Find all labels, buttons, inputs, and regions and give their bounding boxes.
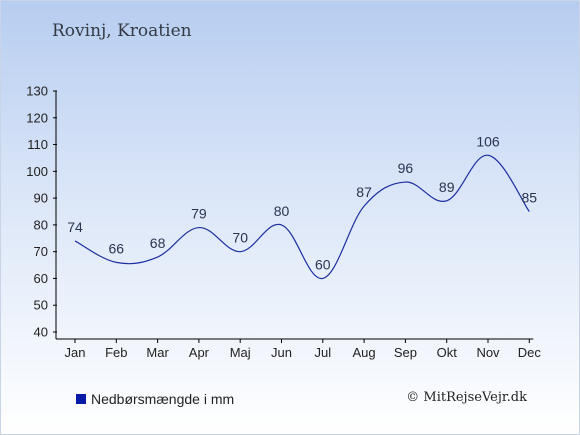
x-tick-label: Okt [437,345,458,360]
y-tick-label: 100 [26,164,48,179]
y-tick-label: 40 [34,325,48,340]
x-tick-label: Apr [189,345,210,360]
x-tick-label: Sep [394,345,417,360]
y-tick-label: 50 [34,298,48,313]
data-label: 74 [67,219,83,235]
x-tick-label: Feb [105,345,127,360]
data-label: 87 [356,184,372,200]
x-tick-label: Jun [271,345,292,360]
data-label: 60 [315,256,331,272]
x-tick-label: Nov [476,345,500,360]
copyright-text: © MitRejseVejr.dk [406,390,527,405]
data-label: 89 [439,179,455,195]
x-tick-label: Jan [65,345,86,360]
x-tick-label: Jul [314,345,331,360]
x-tick-label: Mar [146,345,169,360]
y-tick-label: 110 [27,137,48,152]
data-label: 96 [398,160,414,176]
x-tick-label: Dec [518,345,542,360]
y-tick-label: 80 [34,217,48,232]
data-label: 70 [232,230,248,246]
data-label: 79 [191,206,207,222]
y-tick-label: 70 [34,244,48,259]
data-label: 68 [150,235,166,251]
data-label: 66 [109,240,125,256]
y-tick-label: 120 [26,110,48,125]
y-tick-label: 130 [26,84,48,99]
y-tick-label: 90 [34,191,48,206]
legend-swatch [76,394,86,404]
chart-title: Rovinj, Kroatien [52,21,192,41]
data-label: 80 [274,203,290,219]
legend-label: Nedbørsmængde i mm [91,391,235,407]
data-label: 85 [522,190,538,206]
series-line-nedbor [74,154,530,280]
legend: Nedbørsmængde i mm [76,391,234,407]
x-tick-label: Aug [353,345,376,360]
y-tick-label: 60 [34,271,48,286]
data-label: 106 [476,133,500,149]
x-tick-label: Maj [230,345,251,360]
